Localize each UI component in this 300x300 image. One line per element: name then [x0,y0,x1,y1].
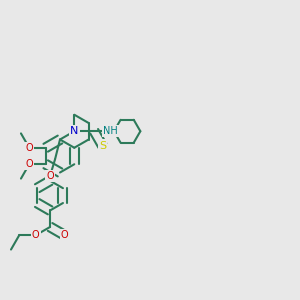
Text: O: O [26,159,33,169]
Text: O: O [61,230,68,240]
Text: N: N [70,126,79,136]
Text: O: O [46,171,54,181]
Text: O: O [26,143,33,153]
Text: NH: NH [103,126,118,136]
Text: S: S [99,141,106,151]
Text: O: O [32,230,40,240]
